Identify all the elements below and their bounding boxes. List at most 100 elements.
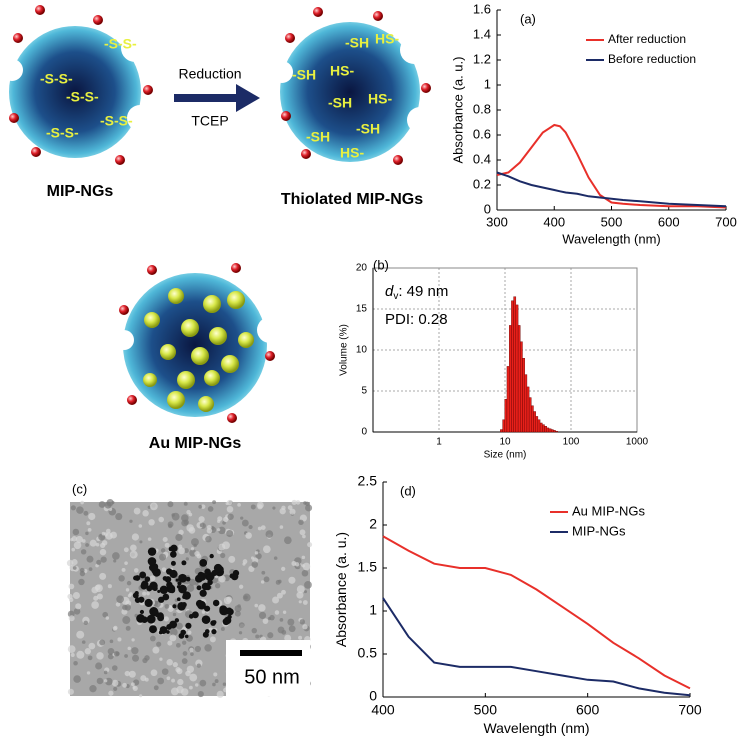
tem-grain: [304, 580, 312, 589]
y-tick-label: 0.2: [473, 176, 491, 191]
y-tick-label: 2: [369, 516, 377, 532]
tem-grain: [85, 543, 89, 547]
tem-grain: [282, 610, 287, 614]
x-tick-label: 400: [543, 214, 565, 229]
tem-particle: [157, 589, 161, 593]
tem-grain: [86, 521, 91, 526]
tem-grain: [234, 605, 242, 613]
tem-grain: [100, 556, 107, 563]
tem-grain: [84, 648, 91, 655]
tem-grain: [127, 594, 132, 598]
y-tick-label: 1: [484, 76, 491, 91]
tem-grain: [242, 559, 248, 564]
tem-grain: [161, 567, 167, 572]
tem-grain: [148, 519, 155, 526]
tem-particle: [159, 585, 169, 595]
bar: [555, 430, 558, 433]
tem-grain: [88, 512, 96, 521]
tem-grain: [125, 588, 130, 592]
tem-grain: [287, 618, 295, 626]
bar: [500, 429, 503, 433]
y-tick-label: 0: [484, 201, 491, 216]
tem-grain: [302, 534, 306, 539]
tem-grain: [178, 547, 186, 555]
thiol-label: -SH: [356, 121, 380, 137]
disulfide-label: -S-S-: [66, 89, 99, 105]
tem-grain: [248, 525, 253, 530]
tem-particle: [204, 605, 211, 612]
tem-grain: [178, 529, 184, 536]
tem-grain: [99, 639, 106, 646]
tem-grain: [121, 608, 128, 615]
tem-grain: [72, 591, 80, 600]
tem-grain: [168, 523, 173, 529]
tem-grain: [205, 535, 212, 543]
tem-grain: [218, 575, 226, 583]
tem-grain: [255, 552, 262, 560]
tem-grain: [166, 676, 171, 681]
tem-particle: [162, 576, 168, 581]
tem-particle: [168, 546, 174, 552]
tem-grain: [189, 673, 198, 682]
y-tick-label: 20: [356, 263, 368, 274]
tem-grain: [96, 652, 104, 660]
tem-grain: [156, 641, 162, 647]
tem-grain: [214, 679, 219, 684]
tem-particle: [147, 557, 157, 566]
tem-grain: [73, 675, 81, 683]
tem-grain: [180, 688, 189, 696]
tem-grain: [76, 650, 85, 659]
tem-particle: [166, 581, 173, 589]
tem-particle: [199, 589, 207, 597]
tem-grain: [154, 600, 161, 608]
tem-particle: [185, 576, 191, 582]
tem-particle: [230, 572, 239, 581]
tem-grain: [288, 625, 296, 633]
tem-grain: [108, 690, 114, 696]
tem-particle: [197, 600, 206, 610]
tem-grain: [251, 627, 258, 634]
tem-grain: [190, 652, 194, 656]
y-tick-label: 1.5: [358, 559, 378, 575]
tem-grain: [112, 552, 120, 560]
tem-particle: [201, 615, 211, 624]
bar: [550, 429, 554, 433]
tem-grain: [238, 631, 243, 635]
tem-particle: [141, 616, 148, 624]
tem-particle: [155, 613, 159, 618]
disulfide-label: -S-S-: [40, 71, 73, 87]
tem-grain: [250, 504, 256, 510]
tem-grain: [159, 657, 163, 661]
tem-grain: [260, 580, 265, 584]
tem-grain: [188, 512, 193, 517]
tem-grain: [226, 529, 234, 538]
panel-label: (d): [400, 483, 416, 498]
tem-grain: [101, 540, 108, 546]
tem-grain: [162, 536, 168, 543]
diagram-caption: Thiolated MIP-NGs: [281, 191, 423, 208]
tem-grain: [298, 519, 304, 526]
tem-grain: [89, 685, 97, 693]
x-tick-label: 1000: [626, 437, 649, 448]
tem-grain: [302, 624, 308, 630]
diagram-caption: MIP-NGs: [47, 183, 114, 200]
tem-grain: [75, 535, 83, 543]
bar: [506, 366, 510, 433]
tem-grain: [113, 559, 117, 563]
tem-grain: [226, 499, 233, 506]
tem-grain: [238, 622, 245, 629]
tem-grain: [299, 619, 306, 625]
tem-grain: [199, 679, 207, 687]
tem-grain: [124, 654, 128, 658]
tem-grain: [220, 552, 226, 559]
tem-grain: [305, 501, 310, 506]
tem-grain: [279, 525, 284, 529]
tem-grain: [301, 555, 306, 560]
tem-grain: [301, 564, 305, 568]
tem-grain: [171, 513, 175, 517]
tem-grain: [76, 506, 84, 514]
tem-grain: [298, 635, 303, 640]
tem-grain: [80, 500, 84, 505]
panel-label: (b): [373, 257, 389, 272]
annotation: PDI: 0.28: [385, 311, 448, 328]
